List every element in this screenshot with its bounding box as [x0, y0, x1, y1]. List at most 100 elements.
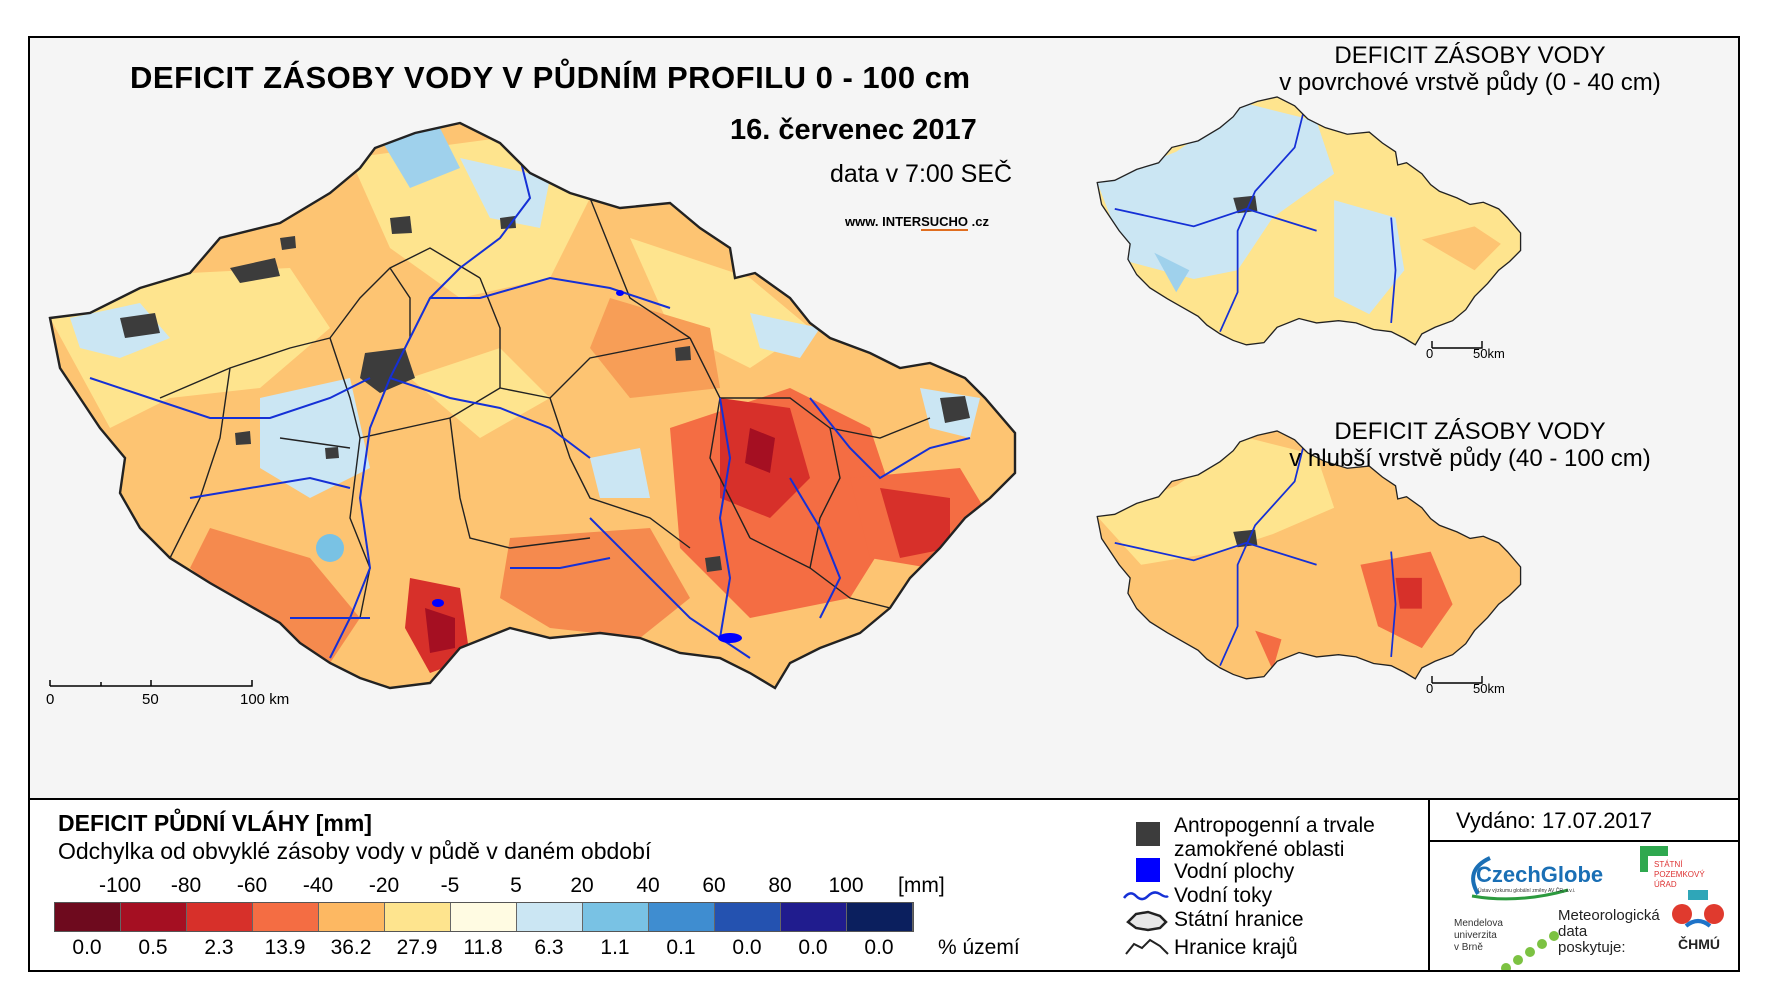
legend-swatch — [583, 903, 649, 931]
czechglobe-swoosh-icon — [1471, 856, 1569, 901]
inset-surface-title-line2: v povrchové vrstvě půdy (0 - 40 cm) — [1279, 69, 1661, 96]
legend-swatch — [253, 903, 319, 931]
legend-title: DEFICIT PŮDNÍ VLÁHY [mm] — [58, 810, 372, 836]
czechglobe-subtitle: Ústav výzkumu globální změny AV ČR, v.v.… — [1478, 888, 1576, 894]
spu-line2: POZEMKOVÝ — [1654, 870, 1705, 879]
website-highlight: SUCHO — [921, 214, 969, 231]
legend-divider — [30, 798, 1738, 800]
legend-percentage: 13.9 — [264, 936, 306, 959]
mendel-line2: univerzita — [1454, 930, 1497, 941]
region-border-label: Hranice krajů — [1174, 936, 1298, 959]
czechglobe-name: CzechGlobe — [1476, 862, 1604, 887]
legend-swatch — [55, 903, 121, 931]
legend-percentage: 2.3 — [204, 936, 234, 959]
legend-tick-label: 100 — [828, 874, 864, 897]
state-border-label: Státní hranice — [1174, 908, 1304, 931]
main-deficit-map — [48, 121, 1017, 690]
map-date: 16. červenec 2017 — [730, 114, 977, 146]
legend-swatch — [715, 903, 781, 931]
inset-deep-title: DEFICIT ZÁSOBY VODY v hlubší vrstvě půdy… — [1210, 418, 1730, 472]
legend-percentage: 0.5 — [138, 936, 168, 959]
inset2-scale-bar — [1431, 676, 1483, 684]
spu-mark-stem — [1640, 846, 1648, 872]
scale-label-50: 50 — [142, 691, 159, 708]
spu-line3: ÚŘAD — [1654, 880, 1677, 889]
legend-swatch — [187, 903, 253, 931]
chmu-logo-icon — [1672, 890, 1724, 928]
river-label: Vodní toky — [1174, 884, 1273, 907]
legend-swatch — [451, 903, 517, 931]
inset1-scale-0: 0 — [1426, 346, 1434, 361]
water-body-symbol — [1136, 858, 1160, 882]
legend-percentage: 0.0 — [864, 936, 894, 959]
inset1-scale-50: 50km — [1473, 346, 1505, 361]
legend-tick-label: 40 — [636, 874, 660, 897]
legend-tick-label: 5 — [510, 874, 522, 897]
inset-surface-title-line1: DEFICIT ZÁSOBY VODY — [1334, 42, 1606, 69]
urban-label-line1: Antropogenní a trvale — [1174, 814, 1375, 837]
legend-percentage: 36.2 — [330, 936, 372, 959]
legend-color-scale — [54, 902, 914, 932]
spu-mark-icon — [1640, 846, 1668, 856]
website-suffix: .cz — [968, 214, 989, 229]
water-body-label: Vodní plochy — [1174, 860, 1295, 883]
inset-deep-map — [1096, 430, 1522, 680]
legend-tick-label: -20 — [368, 874, 400, 897]
meteo-line2: data — [1558, 923, 1588, 940]
legend-swatch — [385, 903, 451, 931]
chmu-name: ČHMÚ — [1678, 936, 1720, 952]
legend-tick-label: 60 — [702, 874, 726, 897]
mendel-line3: v Brně — [1454, 942, 1483, 953]
legend-tick-label: -80 — [170, 874, 202, 897]
legend-unit: [mm] — [898, 874, 945, 897]
meteo-line3: poskytuje: — [1558, 939, 1626, 956]
inset-deep-title-line1: DEFICIT ZÁSOBY VODY — [1334, 418, 1606, 445]
river-symbol — [1123, 891, 1169, 901]
legend-swatch — [781, 903, 847, 931]
website-link[interactable]: www. INTERSUCHO .cz — [845, 214, 989, 231]
legend-percentage: 0.1 — [666, 936, 696, 959]
legend-tick-label: -100 — [98, 874, 142, 897]
legend-swatch — [517, 903, 583, 931]
legend-percentage: 6.3 — [534, 936, 564, 959]
legend-tick-label: -60 — [236, 874, 268, 897]
mendel-dots-icon — [1501, 931, 1559, 970]
mendel-line1: Mendelova — [1454, 918, 1503, 929]
meteo-line1: Meteorologická — [1558, 907, 1660, 924]
spu-name: STÁTNÍ POZEMKOVÝ ÚŘAD — [1654, 860, 1705, 890]
spu-line1: STÁTNÍ — [1654, 860, 1683, 869]
inset1-scale-bar — [1431, 341, 1483, 349]
map-title: DEFICIT ZÁSOBY VODY V PŮDNÍM PROFILU 0 -… — [130, 60, 971, 95]
legend-percentage: 0.0 — [798, 936, 828, 959]
legend-pct-unit: % území — [938, 936, 1020, 959]
urban-area-label: Antropogenní a trvale zamokřené oblasti — [1174, 814, 1375, 862]
scale-label-0: 0 — [46, 691, 55, 708]
legend-swatch — [121, 903, 187, 931]
czechglobe-logo: CzechGlobe Ústav výzkumu globální změny … — [1458, 850, 1608, 904]
legend-swatch — [847, 903, 913, 931]
urban-area-symbol — [1136, 822, 1160, 846]
legend-tick-label: -40 — [302, 874, 334, 897]
data-time: data v 7:00 SEČ — [830, 160, 1013, 188]
legend-tick-label: 80 — [768, 874, 792, 897]
inset-surface-title: DEFICIT ZÁSOBY VODY v povrchové vrstvě p… — [1210, 42, 1730, 96]
inset-surface-map — [1096, 96, 1522, 346]
website-prefix: www. INTER — [845, 214, 922, 229]
legend-subtitle: Odchylka od obvyklé zásoby vody v půdě v… — [58, 838, 652, 864]
inset-deep-title-line2: v hlubší vrstvě půdy (40 - 100 cm) — [1289, 445, 1651, 472]
legend-tick-label: -5 — [440, 874, 460, 897]
issued-underline — [1430, 840, 1738, 842]
legend-percentage: 11.8 — [463, 936, 503, 959]
map-sheet: 0 50 100 km 0 50km — [28, 36, 1740, 972]
spu-logo: STÁTNÍ POZEMKOVÝ ÚŘAD — [1640, 846, 1720, 896]
legend-percentage: 0.0 — [72, 936, 102, 959]
state-border-symbol — [1126, 910, 1168, 932]
inset2-scale-50: 50km — [1473, 681, 1505, 696]
legend-swatch — [649, 903, 715, 931]
inset2-scale-0: 0 — [1426, 681, 1434, 696]
legend-percentage: 1.1 — [600, 936, 630, 959]
scale-label-100: 100 km — [240, 691, 290, 708]
mendel-logo-text: Mendelova univerzita v Brně — [1454, 918, 1503, 954]
issued-divider — [1428, 800, 1430, 970]
legend-swatch — [319, 903, 385, 931]
